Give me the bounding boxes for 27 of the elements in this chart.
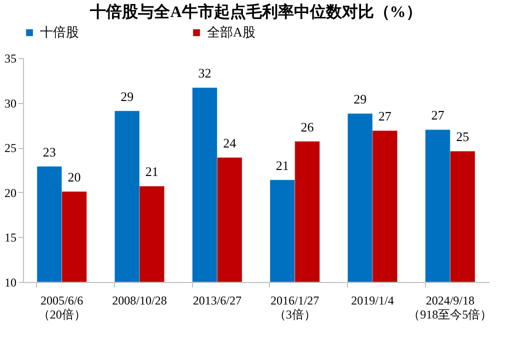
data-label: 26: [300, 119, 314, 134]
data-label: 20: [68, 170, 81, 185]
y-tick-label: 15: [4, 230, 16, 245]
data-label: 27: [378, 108, 392, 124]
data-label: 24: [223, 135, 237, 150]
data-label: 29: [120, 88, 134, 104]
data-label: 21: [276, 158, 289, 173]
data-label: 25: [456, 129, 470, 144]
data-label: 27: [431, 108, 445, 123]
data-label: 29: [354, 92, 367, 107]
data-label: 32: [198, 66, 212, 81]
x-tick-label: 2024/9/18 （918至今5倍）: [408, 294, 492, 322]
x-tick-label: 2005/6/6 （20倍）: [38, 294, 86, 322]
legend-label: 十倍股: [40, 24, 79, 40]
x-tick-label: 2019/1/4: [351, 294, 394, 308]
x-tick-label: 2016/1/27 （3倍）: [270, 294, 320, 322]
x-tick-label: 2013/6/27: [192, 294, 242, 308]
legend-label: 全部A股: [207, 24, 256, 40]
data-label: 21: [145, 164, 158, 180]
y-tick-label: 10: [4, 276, 16, 290]
x-tick-label: 2008/10/28: [112, 294, 167, 308]
y-tick-label: 25: [4, 141, 16, 156]
y-tick-label: 30: [4, 96, 16, 110]
y-tick-label: 35: [4, 52, 16, 66]
data-label: 23: [42, 144, 56, 160]
y-tick-label: 20: [4, 186, 16, 200]
chart-title: 十倍股与全A牛市起点毛利率中位数对比（%）: [89, 2, 422, 21]
